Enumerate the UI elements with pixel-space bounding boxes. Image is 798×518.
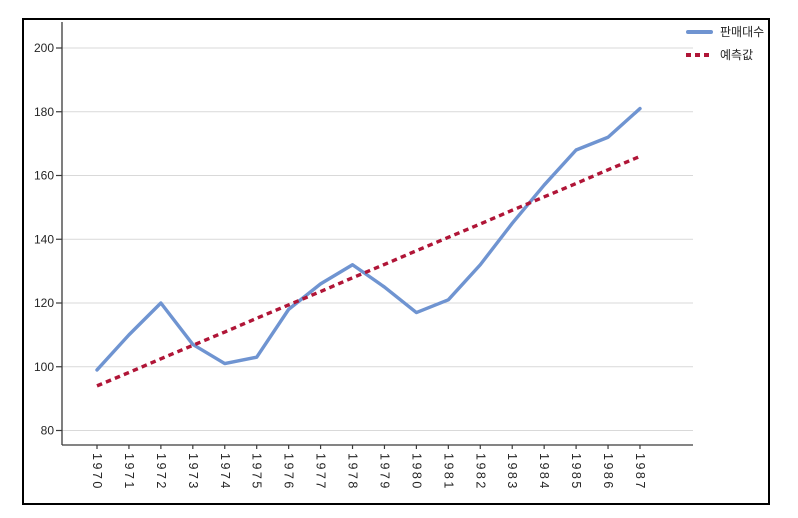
x-tick-label: 1984 <box>537 453 551 491</box>
x-tick-label: 1985 <box>569 453 583 491</box>
sales-line-swatch <box>686 30 713 34</box>
x-tick-label: 1983 <box>505 453 519 491</box>
x-tick-label: 1974 <box>218 453 232 491</box>
x-tick-label: 1972 <box>154 453 168 491</box>
x-tick-label: 1977 <box>314 453 328 491</box>
chart-frame <box>22 18 770 505</box>
x-tick-label: 1970 <box>90 453 104 491</box>
y-tick-label: 140 <box>34 232 54 246</box>
y-tick-label: 120 <box>34 296 54 310</box>
forecast-line-swatch <box>686 53 713 57</box>
forecast-series-line <box>96 154 641 388</box>
x-tick-label: 1979 <box>377 453 391 491</box>
legend-item-sales: 판매대수 <box>686 24 764 40</box>
x-tick-label: 1986 <box>601 453 615 491</box>
y-tick-label: 200 <box>34 41 54 55</box>
x-tick-label: 1980 <box>409 453 423 491</box>
legend: 판매대수 예측값 <box>686 24 764 63</box>
y-tick-label: 180 <box>34 105 54 119</box>
x-tick-label: 1971 <box>122 453 136 491</box>
x-tick-label: 1973 <box>186 453 200 491</box>
x-tick-label: 1982 <box>473 453 487 491</box>
legend-label-sales: 판매대수 <box>720 25 765 39</box>
x-tick-label: 1975 <box>250 453 264 491</box>
x-tick-label: 1981 <box>441 453 455 491</box>
sales-series-line <box>95 106 642 372</box>
legend-item-forecast: 예측값 <box>686 47 764 63</box>
y-tick-label: 160 <box>34 169 54 183</box>
legend-label-forecast: 예측값 <box>720 48 754 62</box>
x-tick-label: 1987 <box>633 453 647 491</box>
x-tick-label: 1976 <box>282 453 296 491</box>
y-tick-label: 100 <box>34 360 54 374</box>
y-tick-label: 80 <box>41 424 55 438</box>
x-tick-label: 1978 <box>346 453 360 491</box>
